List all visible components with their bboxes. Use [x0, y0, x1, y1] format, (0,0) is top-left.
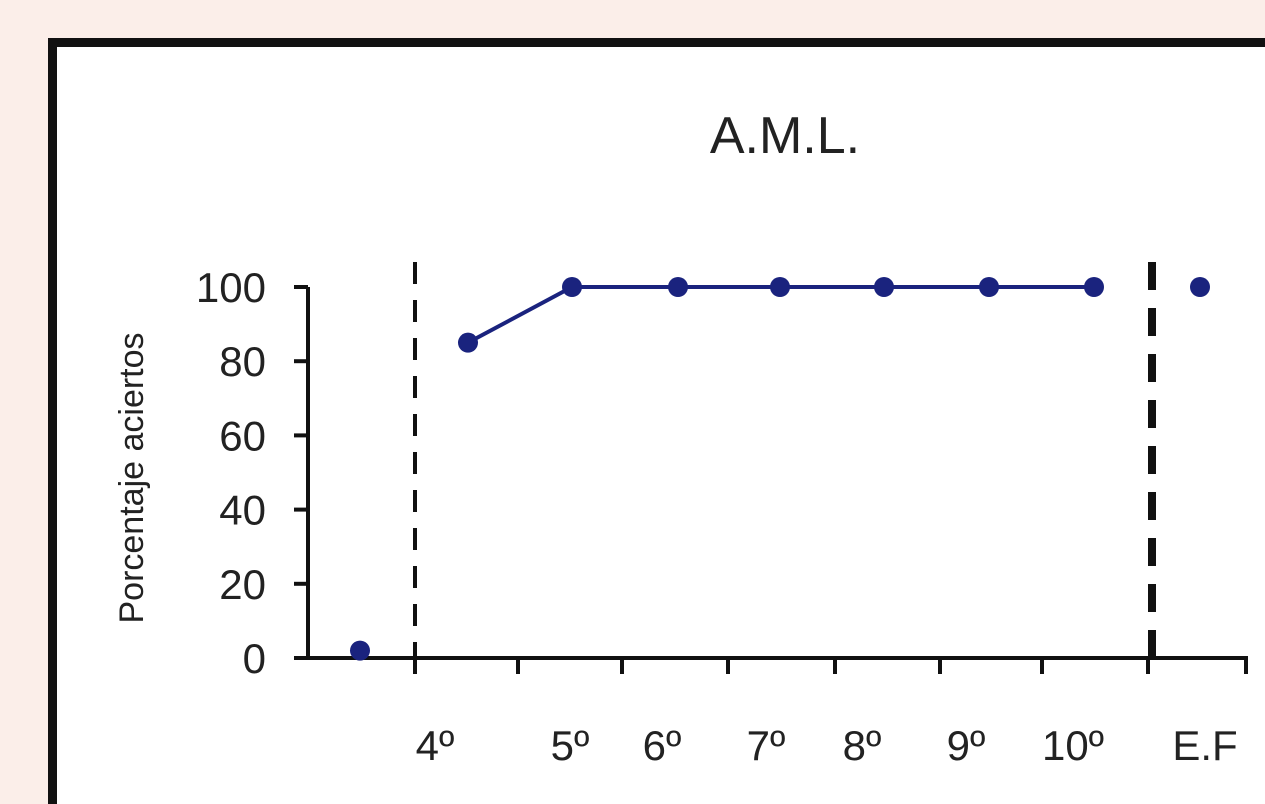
data-point	[562, 277, 582, 297]
y-axis-label: Porcentaje aciertos	[113, 332, 151, 623]
y-tick-label: 100	[196, 264, 266, 311]
data-point	[350, 640, 370, 661]
y-tick-label: 20	[219, 561, 266, 608]
data-point	[1190, 277, 1210, 297]
data-markers	[350, 277, 1210, 661]
x-tick-label: 5º	[551, 722, 590, 769]
x-tick-label: 10º	[1042, 722, 1104, 769]
x-tick-label: 8º	[843, 722, 882, 769]
y-tick-label: 40	[219, 487, 266, 534]
x-tick-label: E.F	[1172, 722, 1237, 769]
x-tick-label: 4º	[416, 722, 455, 769]
chart-title: A.M.L.	[710, 107, 860, 165]
x-tick-label: 7º	[747, 722, 786, 769]
data-point	[668, 277, 688, 297]
phase-change-lines	[413, 262, 1156, 658]
y-tick-label: 0	[243, 635, 266, 682]
x-tick-label: 9º	[947, 722, 986, 769]
tick-labels: 0 20 40 60 80 100 4º 5º 6º 7º 8º 9º 10º E.F	[196, 264, 1238, 769]
y-tick-label: 80	[219, 338, 266, 385]
axes	[294, 285, 1248, 674]
y-tick-label: 60	[219, 412, 266, 459]
data-point	[458, 332, 478, 353]
data-point	[770, 277, 790, 297]
data-point	[979, 277, 999, 297]
x-tick-label: 6º	[643, 722, 682, 769]
data-point	[1084, 277, 1104, 297]
chart-frame	[48, 38, 1265, 804]
data-point	[874, 277, 894, 297]
